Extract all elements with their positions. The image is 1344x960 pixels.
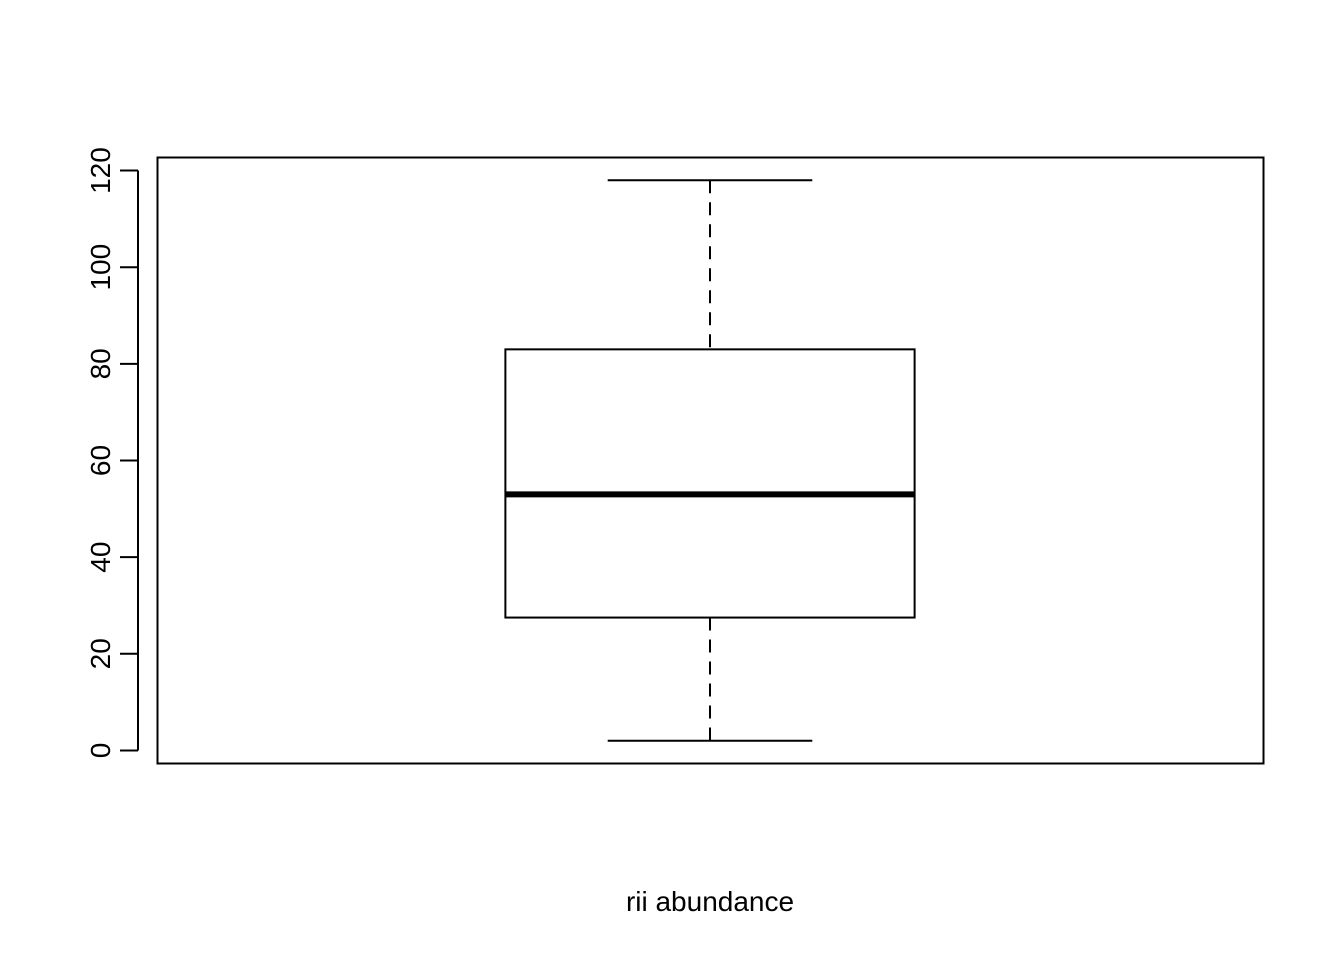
y-axis: 0 20 40 60 80 100 120 bbox=[85, 147, 139, 759]
y-tick-label: 120 bbox=[85, 147, 116, 194]
box-iqr bbox=[504, 348, 916, 619]
y-tick-label: 0 bbox=[85, 743, 116, 759]
y-tick-label: 80 bbox=[85, 348, 116, 379]
plot-frame bbox=[156, 156, 1265, 765]
x-axis-label: rii abundance bbox=[626, 886, 794, 917]
y-tick-label: 20 bbox=[85, 638, 116, 669]
y-tick-label: 40 bbox=[85, 542, 116, 573]
y-tick-label: 60 bbox=[85, 445, 116, 476]
y-tick-label: 100 bbox=[85, 244, 116, 291]
box-group bbox=[504, 179, 916, 742]
